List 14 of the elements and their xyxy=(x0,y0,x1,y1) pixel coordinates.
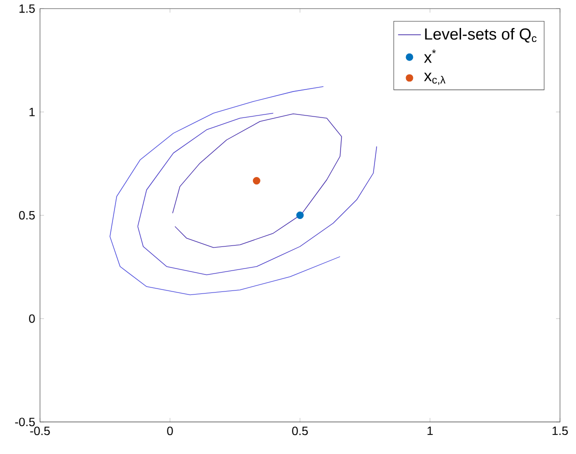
line-series xyxy=(110,86,340,296)
y-tick-label: 1 xyxy=(30,108,35,116)
y-tick-label: -0.5 xyxy=(15,418,35,426)
legend-label: x$_{c,λ}$ xyxy=(424,72,446,85)
line-series xyxy=(172,114,342,248)
y-tick-label: 0 xyxy=(29,314,35,323)
y-tick-label: 0.5 xyxy=(19,211,35,220)
x-tick-label: 0.5 xyxy=(292,426,308,436)
y-tick-label: 1.5 xyxy=(20,4,35,13)
x-tick-label: 0 xyxy=(167,426,173,436)
x-tick-label: 1.5 xyxy=(552,426,568,436)
legend-label: x$^{*}$ xyxy=(424,50,436,63)
legend-label: Level-sets of Q$_{c}$ xyxy=(425,28,537,43)
x-tick-label: 1 xyxy=(428,426,433,435)
